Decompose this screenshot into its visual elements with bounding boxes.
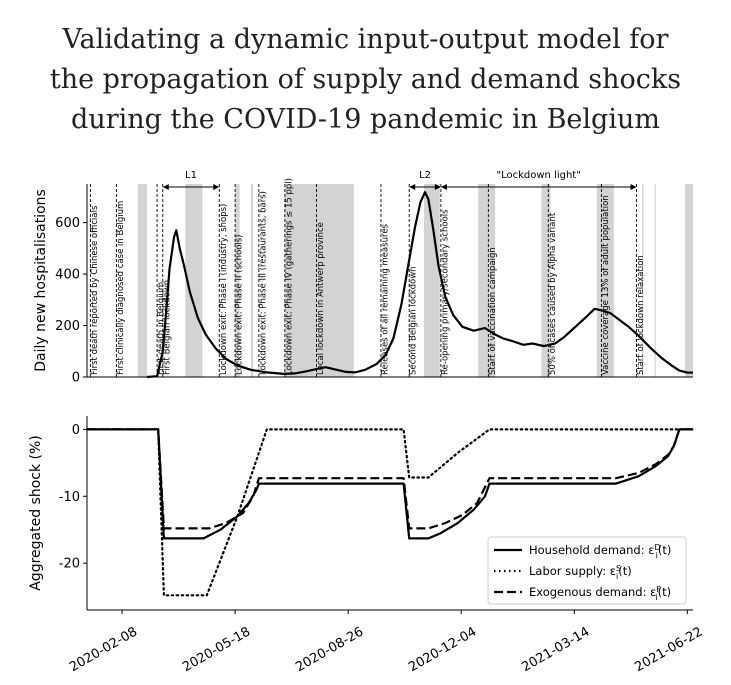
shaded-period-11 xyxy=(685,184,693,377)
title-line-1: Validating a dynamic input-output model … xyxy=(62,24,669,55)
y-axis-label: Aggregated shock (%) xyxy=(28,435,44,591)
event-label-9: Releases of all remaining measures xyxy=(380,223,390,375)
title-line-3: during the COVID-19 pandemic in Belgium xyxy=(71,104,660,135)
y-tick-label-2: 400 xyxy=(55,268,80,283)
event-label-11: Re-opening primary/secondary schools xyxy=(440,209,450,375)
event-label-3: First Belgian lockdown xyxy=(162,280,172,375)
event-label-12: Start of vaccination campaign xyxy=(488,247,498,375)
y-tick-label-1: -10 xyxy=(59,490,80,505)
shaded-period-10 xyxy=(654,184,656,377)
legend-label-0: Household demand: εD i(t) xyxy=(529,543,671,560)
shaded-period-5 xyxy=(423,184,440,377)
event-label-8: Local lockdown in Antwerp province xyxy=(316,222,326,375)
x-tick-label-5: 2021-06-22 xyxy=(632,624,705,675)
period-label-2: "Lockdown light" xyxy=(497,170,581,181)
y-axis-label: Daily new hospitalisations xyxy=(33,189,49,372)
legend-label-2: Exogenous demand: εF i(t) xyxy=(529,585,671,602)
event-label-0: First death reported by Chinese official… xyxy=(90,205,100,375)
y-tick-label-1: 200 xyxy=(55,319,80,334)
shaded-period-0 xyxy=(137,184,147,377)
period-arrowhead-left-0 xyxy=(162,184,169,190)
shaded-period-4 xyxy=(284,184,354,377)
y-tick-label-0: 0 xyxy=(72,423,80,438)
period-arrowhead-left-1 xyxy=(409,184,416,190)
event-label-2: First death in Belgium xyxy=(157,282,167,375)
y-tick-label-3: 600 xyxy=(55,216,80,231)
event-label-1: First clinically diagnosed case in Belgi… xyxy=(116,201,126,375)
shock-line-dotted xyxy=(85,428,695,597)
event-label-4: Lockdown exit: Phase I (industry, shops) xyxy=(219,204,229,375)
event-label-6: Lockdown exit: Phase III (restaurants, b… xyxy=(258,191,268,375)
legend-label-1: Labor supply: εS i(t) xyxy=(529,564,632,581)
event-label-15: Start of lockdown relaxation xyxy=(636,255,646,375)
shaded-period-3 xyxy=(250,184,254,377)
shaded-period-2 xyxy=(235,184,240,377)
event-label-7: Lockdown exit: Phase IV (gatherings ≤ 15… xyxy=(284,178,294,375)
legend-box xyxy=(487,536,687,605)
period-arrowhead-left-2 xyxy=(440,184,447,190)
x-tick-label-2: 2020-08-26 xyxy=(293,624,366,675)
period-label-0: L1 xyxy=(185,170,197,181)
shock-line-solid xyxy=(87,428,693,540)
hospitalisations-panel: First death reported by Chinese official… xyxy=(33,170,693,386)
shaded-period-1 xyxy=(185,184,203,377)
title-line-2: the propagation of supply and demand sho… xyxy=(49,64,682,95)
aggregated-shock-panel: 0 -10 -20 2020-02-08 2020-05-18 2020-08-26 202… xyxy=(28,416,705,675)
hospitalisations-line xyxy=(146,191,693,379)
chart-title: Validating a dynamic input-output model … xyxy=(0,20,731,140)
event-label-5: Lockdown exit: Phase II (schools) xyxy=(235,235,245,376)
shaded-period-7 xyxy=(541,184,551,377)
event-label-10: Second Belgian lockdown xyxy=(409,266,419,375)
shaded-period-8 xyxy=(596,184,614,377)
period-arrowhead-right-1 xyxy=(434,184,441,190)
shock-line-dashed xyxy=(87,428,693,530)
y-tick-label-2: -20 xyxy=(59,557,80,572)
x-tick-label-0: 2020-02-08 xyxy=(67,624,140,675)
event-label-14: Vaccine coverage 13% of adult population xyxy=(601,195,611,375)
shaded-period-9 xyxy=(642,184,644,377)
x-tick-label-1: 2020-05-18 xyxy=(180,624,253,675)
event-label-13: 50% of cases caused by Alpha variant xyxy=(548,212,558,375)
y-tick-label-0: 0 xyxy=(72,371,80,386)
period-label-1: L2 xyxy=(419,170,431,181)
x-tick-label-4: 2021-03-14 xyxy=(519,624,592,675)
x-tick-label-3: 2020-12-04 xyxy=(406,624,479,675)
period-arrowhead-right-0 xyxy=(213,184,220,190)
legend: Household demand: εD i(t) Labor supply: εS… xyxy=(487,536,687,605)
period-arrowhead-right-2 xyxy=(630,184,637,190)
